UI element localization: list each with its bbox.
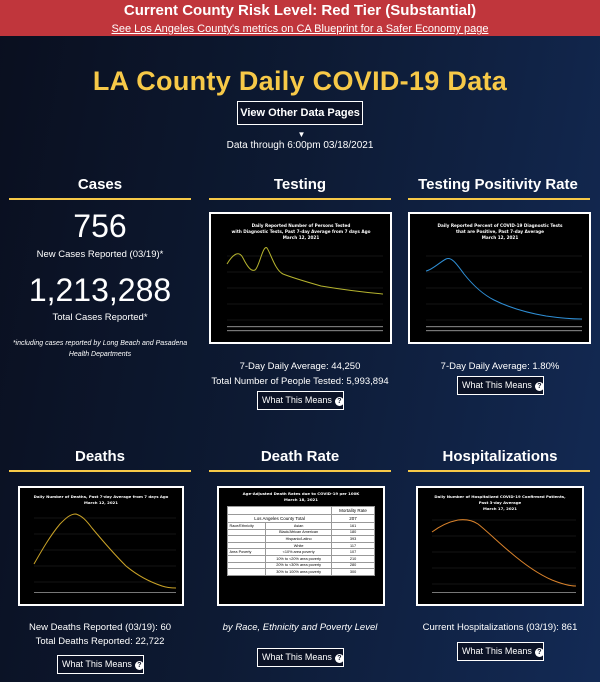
table-row: White 117 [226, 541, 375, 550]
cases-footnote: *including cases reported by Long Beach … [12, 340, 188, 358]
death-rate-chart-title-1: Age-Adjusted Death Rates due to COVID-19… [243, 491, 361, 496]
table-row: Race/Ethnicity Asian 161 [226, 522, 375, 530]
hospitalizations-chart-svg: Daily Number of Hospitalized COVID-19 Co… [431, 494, 577, 593]
testing-average: 7-Day Daily Average: 44,250 [239, 361, 361, 372]
hospitalizations-current: Current Hospitalizations (03/19): 861 [422, 622, 578, 633]
hospitalizations-divider [408, 470, 590, 472]
testing-gridlines [227, 255, 383, 321]
risk-level-banner: Current County Risk Level: Red Tier (Sub… [0, 0, 600, 36]
deaths-new: New Deaths Reported (03/19): 60 [28, 622, 172, 633]
positivity-title: Testing Positivity Rate [418, 176, 578, 193]
testing-button-label: What This Means [262, 395, 332, 405]
deaths-x-ticks [34, 592, 176, 593]
testing-chart-title-1: Daily Reported Number of Persons Tested [252, 223, 351, 228]
table-header-row: Mortality Rate [226, 506, 375, 515]
view-other-data-pages-button[interactable]: View Other Data Pages ▼ [237, 101, 363, 139]
hospitalizations-what-this-means-button[interactable]: What This Means? [457, 642, 544, 661]
table-total-label: Los Angeles County Total [226, 514, 333, 523]
death-rate-title: Death Rate [260, 448, 340, 465]
table-total-value: 207 [331, 514, 375, 523]
hospitalizations-chart-title-3: March 17, 2021 [483, 506, 517, 511]
positivity-chart-svg: Daily Reported Percent of COVID-19 Diagn… [425, 223, 583, 332]
testing-chart-title-3: March 12, 2021 [283, 235, 320, 240]
new-cases-label: New Cases Reported (03/19)* [36, 249, 164, 260]
question-circle-icon: ? [134, 661, 144, 670]
deaths-chart-title-1: Daily Number of Deaths, Past 7-day Avera… [34, 494, 169, 499]
testing-title: Testing [273, 176, 327, 193]
positivity-chart-title-2: that are Positive, Past 7-day Average [456, 229, 544, 234]
testing-divider [209, 198, 391, 200]
hospitalizations-x-ticks [432, 592, 576, 593]
positivity-button-label: What This Means [462, 380, 532, 390]
positivity-chart[interactable]: Daily Reported Percent of COVID-19 Diagn… [408, 212, 591, 344]
question-circle-icon: ? [534, 382, 544, 391]
table-row: 30% to 100% area poverty 300 [226, 568, 375, 576]
question-circle-icon: ? [534, 648, 544, 657]
table-row: 10% to <20% area poverty 210 [226, 554, 375, 563]
death-rate-table: Mortality Rate Los Angeles County Total … [226, 506, 375, 576]
hospitalizations-chart-title-1: Daily Number of Hospitalized COVID-19 Co… [434, 494, 566, 499]
death-rate-title-svg: Age-Adjusted Death Rates due to COVID-19… [243, 491, 361, 502]
deaths-title: Deaths [74, 448, 126, 465]
testing-x-ticks [227, 326, 383, 332]
caret-down-icon: ▼ [297, 130, 306, 139]
hospitalizations-title: Hospitalizations [442, 448, 558, 465]
death-rate-what-this-means-button[interactable]: What This Means? [257, 648, 344, 667]
page-title: LA County Daily COVID-19 Data [92, 66, 508, 96]
deaths-chart-title-2: March 12, 2021 [84, 500, 118, 505]
testing-chart-title-2: with Diagnostic Tests, Past 7-day Averag… [232, 229, 371, 234]
deaths-button-label: What This Means [62, 659, 132, 669]
deaths-chart-svg: Daily Number of Deaths, Past 7-day Avera… [33, 494, 177, 593]
total-cases-number: 1,213,288 [28, 272, 172, 308]
cases-title: Cases [77, 176, 123, 193]
new-cases-number: 756 [73, 208, 127, 244]
deaths-gridlines [34, 517, 176, 583]
view-button-label: View Other Data Pages [240, 107, 360, 119]
death-rate-chart[interactable]: Age-Adjusted Death Rates due to COVID-19… [217, 486, 385, 606]
testing-total: Total Number of People Tested: 5,993,894 [211, 376, 389, 387]
deaths-what-this-means-button[interactable]: What This Means? [57, 655, 144, 674]
hospitalizations-chart-title-2: Past 3-day Average [479, 500, 522, 505]
death-rate-caption: by Race, Ethnicity and Poverty Level [222, 622, 378, 633]
positivity-average: 7-Day Daily Average: 1.80% [440, 361, 560, 372]
table-row: Area Poverty <10% area poverty 107 [226, 548, 375, 556]
table-header-cell: Mortality Rate [331, 506, 375, 515]
deaths-chart[interactable]: Daily Number of Deaths, Past 7-day Avera… [18, 486, 184, 606]
hospitalizations-series-line [431, 519, 577, 587]
death-rate-chart-title-2: March 18, 2021 [284, 497, 318, 502]
testing-series-line [226, 247, 384, 295]
positivity-chart-title-3: March 12, 2021 [482, 235, 519, 240]
table-row: Black/African American 180 [226, 528, 375, 537]
table-total-row: Los Angeles County Total 207 [226, 514, 375, 523]
deaths-total: Total Deaths Reported: 22,722 [35, 636, 165, 647]
positivity-chart-title-1: Daily Reported Percent of COVID-19 Diagn… [437, 223, 563, 228]
question-circle-icon: ? [334, 654, 344, 663]
cases-divider [9, 198, 191, 200]
testing-what-this-means-button[interactable]: What This Means? [257, 391, 344, 410]
table-row: 20% to <30% area poverty 280 [226, 561, 375, 570]
ca-blueprint-link[interactable]: See Los Angeles County's metrics on CA B… [111, 23, 489, 35]
risk-level-title: Current County Risk Level: Red Tier (Sub… [123, 2, 477, 19]
hospitalizations-chart[interactable]: Daily Number of Hospitalized COVID-19 Co… [416, 486, 584, 606]
deaths-series-line [33, 513, 177, 589]
hospitalizations-button-label: What This Means [462, 646, 532, 656]
testing-chart[interactable]: Daily Reported Number of Persons Tested … [209, 212, 392, 344]
death-rate-button-label: What This Means [262, 652, 332, 662]
positivity-series-line [425, 257, 583, 320]
positivity-divider [408, 198, 590, 200]
testing-chart-svg: Daily Reported Number of Persons Tested … [226, 223, 384, 332]
positivity-gridlines [426, 255, 582, 321]
question-circle-icon: ? [334, 397, 344, 406]
data-through-text: Data through 6:00pm 03/18/2021 [226, 140, 374, 151]
table-row: Hispanic/Latino 393 [226, 535, 375, 543]
positivity-x-ticks [426, 326, 582, 332]
deaths-divider [9, 470, 191, 472]
hospitalizations-gridlines [432, 519, 576, 585]
total-cases-label: Total Cases Reported* [52, 312, 148, 323]
death-rate-divider [209, 470, 391, 472]
positivity-what-this-means-button[interactable]: What This Means? [457, 376, 544, 395]
